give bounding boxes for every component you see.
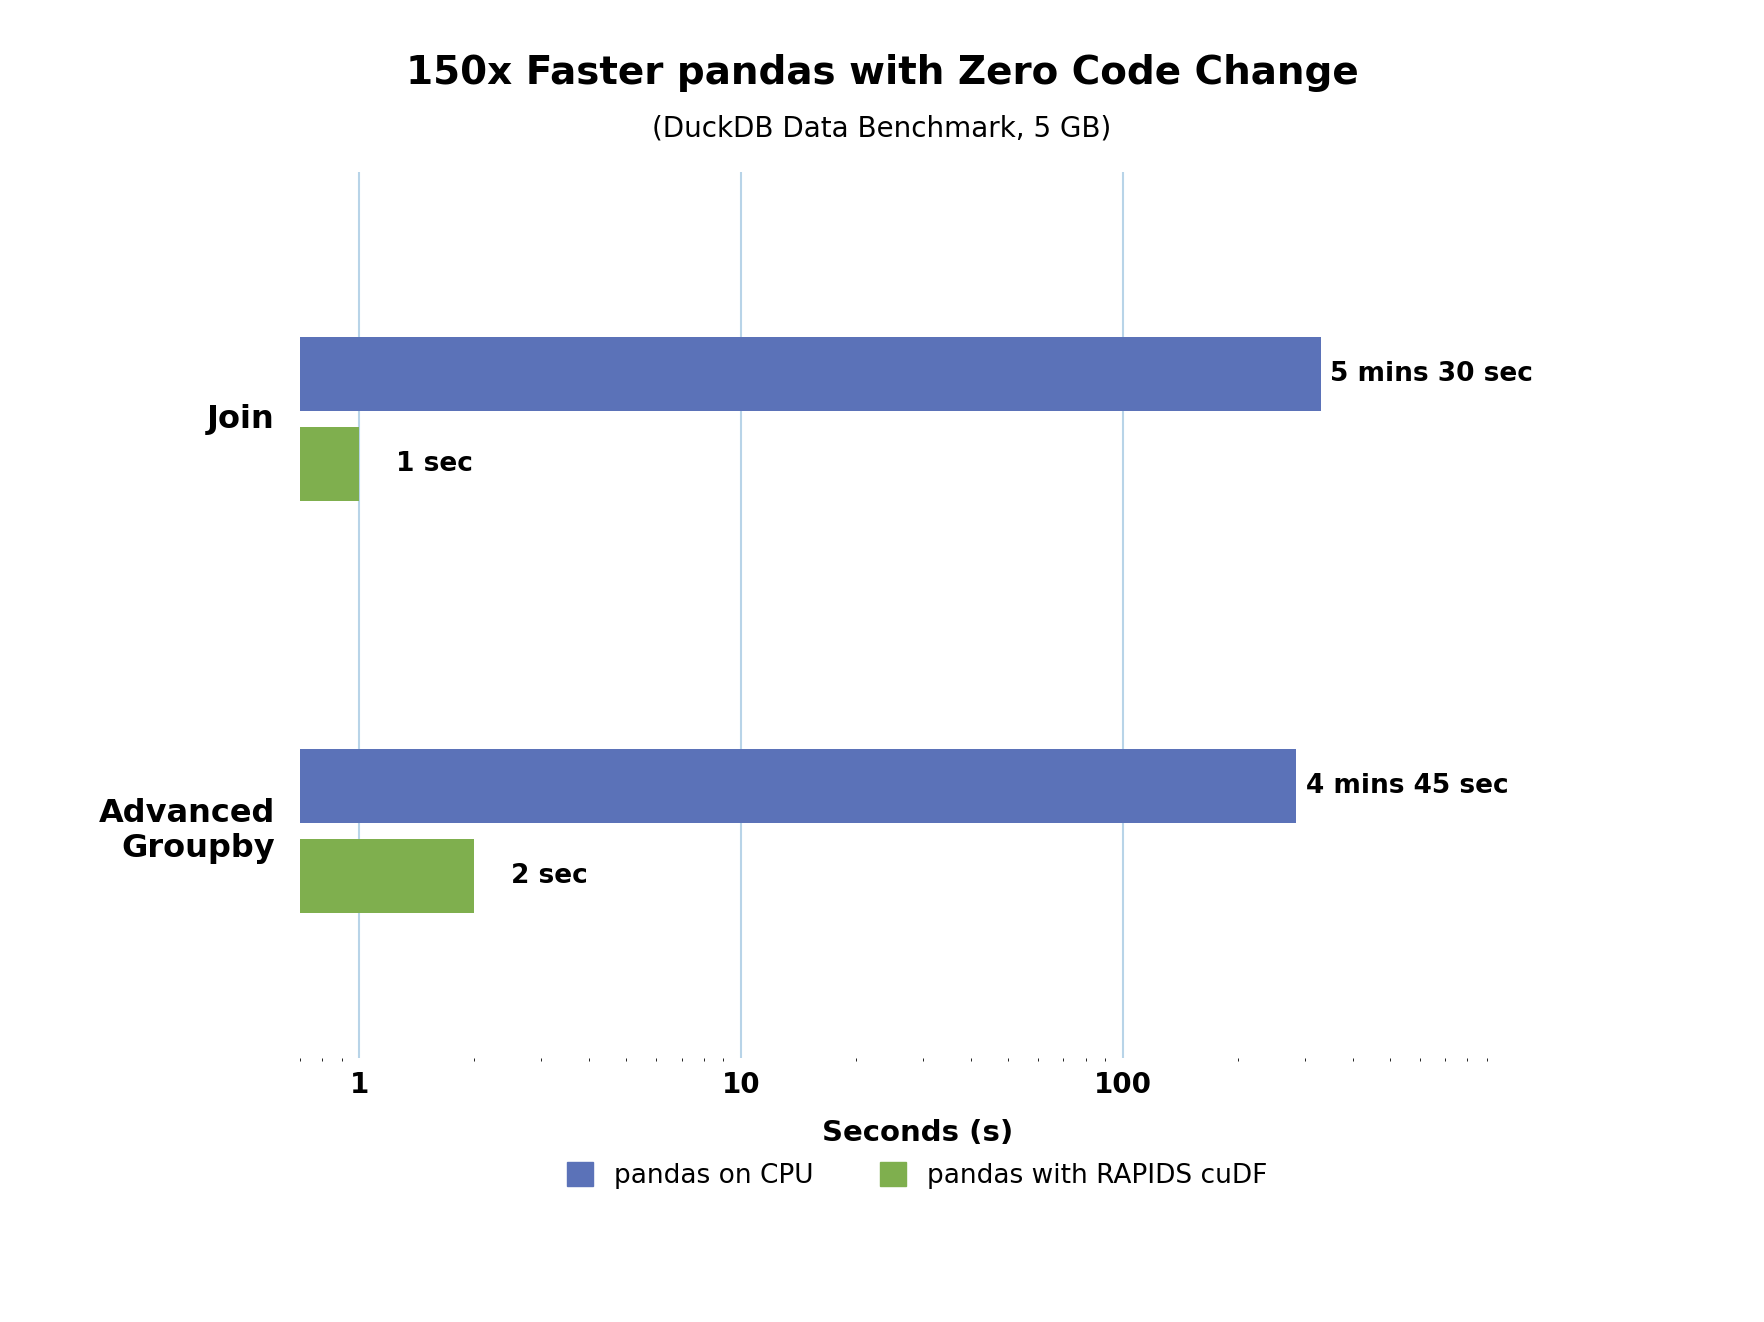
X-axis label: Seconds (s): Seconds (s)	[822, 1118, 1013, 1147]
Bar	[0, 748, 1297, 822]
Text: 150x Faster pandas with Zero Code Change: 150x Faster pandas with Zero Code Change	[406, 54, 1358, 91]
Legend: pandas on CPU, pandas with RAPIDS cuDF: pandas on CPU, pandas with RAPIDS cuDF	[556, 1151, 1279, 1199]
Text: 5 mins 30 sec: 5 mins 30 sec	[1330, 361, 1533, 387]
Bar	[0, 427, 360, 501]
Text: 1 sec: 1 sec	[397, 451, 473, 477]
Text: 2 sec: 2 sec	[512, 863, 587, 890]
Bar	[0, 839, 475, 914]
Bar	[0, 337, 1321, 411]
Text: (DuckDB Data Benchmark, 5 GB): (DuckDB Data Benchmark, 5 GB)	[653, 114, 1111, 143]
Text: 4 mins 45 sec: 4 mins 45 sec	[1305, 772, 1508, 798]
